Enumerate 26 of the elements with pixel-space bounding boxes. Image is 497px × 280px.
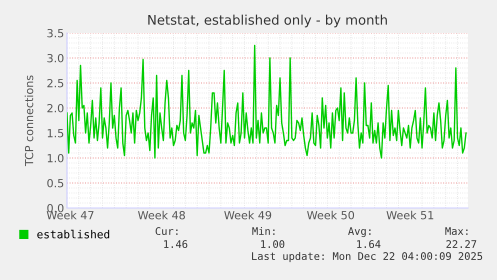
x-tick-label: Week 49: [224, 210, 272, 220]
text: Max:: [445, 227, 468, 236]
text: 1.00: [261, 240, 284, 248]
y-tick-label: 2.0: [47, 104, 64, 112]
chart-title: Netstat, established only - by month: [148, 14, 387, 28]
x-tick-label: Week 48: [138, 210, 185, 220]
y-tick-label: 3.5: [47, 28, 64, 38]
text: Avg:: [348, 227, 370, 238]
x-tick-label: Week 47: [46, 210, 94, 220]
text: 22.27: [446, 240, 476, 248]
text: 1.64: [357, 240, 381, 248]
text: 1.46: [164, 240, 188, 248]
y-tick-label: 0.0: [47, 204, 64, 212]
text: Min:: [252, 226, 274, 235]
y-axis-title: TCP connections: [24, 75, 34, 166]
text: Last update: Mon Dec 22 04:00:09 2025: [252, 252, 482, 262]
text: Cur:: [156, 227, 178, 236]
y-tick-label: 1.0: [48, 154, 64, 162]
x-tick-label: Week 50: [307, 210, 354, 220]
y-tick-label: 1.5: [48, 129, 64, 138]
y-tick-label: 0.5: [47, 178, 64, 188]
y-tick-label: 3.0: [47, 54, 64, 62]
legend-label: established: [37, 230, 110, 238]
line-series: [67, 44, 467, 159]
y-tick-label: 2.5: [47, 78, 64, 88]
x-tick-label: Week 51: [386, 210, 434, 220]
